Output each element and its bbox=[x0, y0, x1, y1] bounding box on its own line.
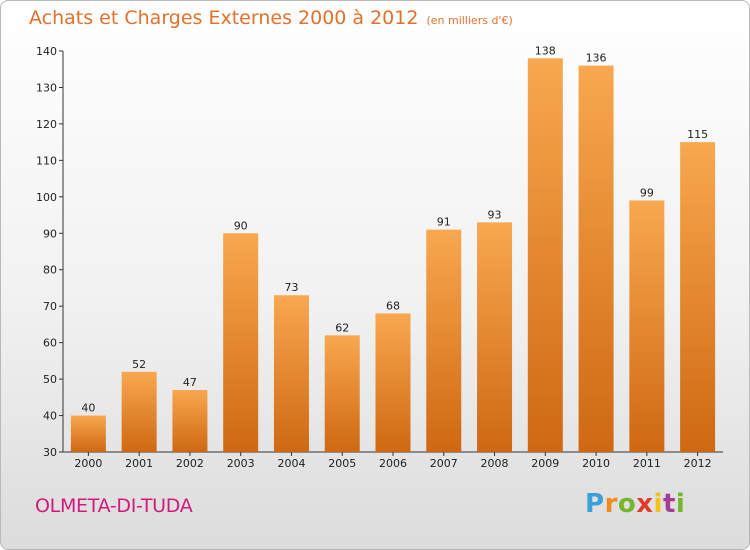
y-tick-label: 120 bbox=[36, 118, 57, 131]
x-tick-label-2004: 2004 bbox=[277, 457, 305, 470]
y-tick-label: 60 bbox=[43, 337, 57, 350]
x-tick-label-2009: 2009 bbox=[531, 457, 559, 470]
value-label-2003: 90 bbox=[234, 219, 248, 232]
bar-2007 bbox=[426, 229, 462, 452]
bar-2006 bbox=[375, 313, 411, 452]
value-label-2008: 93 bbox=[488, 208, 502, 221]
value-label-2000: 40 bbox=[81, 402, 95, 415]
x-tick-label-2007: 2007 bbox=[430, 457, 458, 470]
x-tick-label-2001: 2001 bbox=[125, 457, 153, 470]
bar-2000 bbox=[70, 415, 106, 452]
bar-2004 bbox=[273, 295, 309, 452]
y-tick-label: 110 bbox=[36, 154, 57, 167]
value-label-2006: 68 bbox=[386, 299, 400, 312]
x-tick-label-2008: 2008 bbox=[481, 457, 509, 470]
x-tick-label-2002: 2002 bbox=[176, 457, 204, 470]
y-tick-label: 50 bbox=[43, 373, 57, 386]
value-label-2002: 47 bbox=[183, 376, 197, 389]
x-tick-label-2012: 2012 bbox=[684, 457, 712, 470]
value-label-2005: 62 bbox=[335, 321, 349, 334]
bar-2009 bbox=[527, 58, 563, 453]
x-tick-label-2003: 2003 bbox=[227, 457, 255, 470]
bar-2010 bbox=[578, 65, 614, 452]
value-label-2004: 73 bbox=[284, 281, 298, 294]
chart-unit: (en milliers d'€) bbox=[426, 14, 513, 27]
commune-name: OLMETA-DI-TUDA bbox=[35, 495, 193, 517]
bar-2011 bbox=[629, 200, 665, 452]
y-tick-label: 40 bbox=[43, 410, 57, 423]
bar-2003 bbox=[223, 233, 259, 452]
value-label-2001: 52 bbox=[132, 358, 146, 371]
y-tick-label: 30 bbox=[43, 446, 57, 459]
x-tick-label-2011: 2011 bbox=[633, 457, 661, 470]
proxiti-logo: Proxiti bbox=[585, 489, 686, 519]
chart-title: Achats et Charges Externes 2000 à 2012 (e… bbox=[29, 7, 513, 29]
value-label-2007: 91 bbox=[437, 216, 451, 229]
x-tick-label-2000: 2000 bbox=[74, 457, 102, 470]
chart-bars bbox=[70, 58, 716, 453]
y-tick-label: 130 bbox=[36, 81, 57, 94]
value-label-2011: 99 bbox=[640, 186, 654, 199]
y-tick-label: 70 bbox=[43, 300, 57, 313]
bar-2008 bbox=[477, 222, 513, 452]
bar-2005 bbox=[324, 335, 360, 452]
y-tick-label: 100 bbox=[36, 191, 57, 204]
bar-2001 bbox=[121, 371, 157, 452]
value-label-2010: 136 bbox=[586, 52, 607, 65]
y-tick-label: 140 bbox=[36, 45, 57, 58]
bar-2002 bbox=[172, 390, 208, 452]
chart-value-labels: 40 52 47 90 73 62 68 91 93 138 136 99 115 bbox=[81, 44, 708, 414]
y-tick-label: 90 bbox=[43, 227, 57, 240]
bar-2012 bbox=[680, 142, 716, 453]
x-tick-label-2006: 2006 bbox=[379, 457, 407, 470]
y-tick-label: 80 bbox=[43, 264, 57, 277]
x-tick-label-2010: 2010 bbox=[582, 457, 610, 470]
chart-title-text: Achats et Charges Externes 2000 à 2012 bbox=[29, 7, 419, 29]
value-label-2012: 115 bbox=[687, 128, 708, 141]
value-label-2009: 138 bbox=[535, 44, 556, 57]
x-tick-label-2005: 2005 bbox=[328, 457, 356, 470]
